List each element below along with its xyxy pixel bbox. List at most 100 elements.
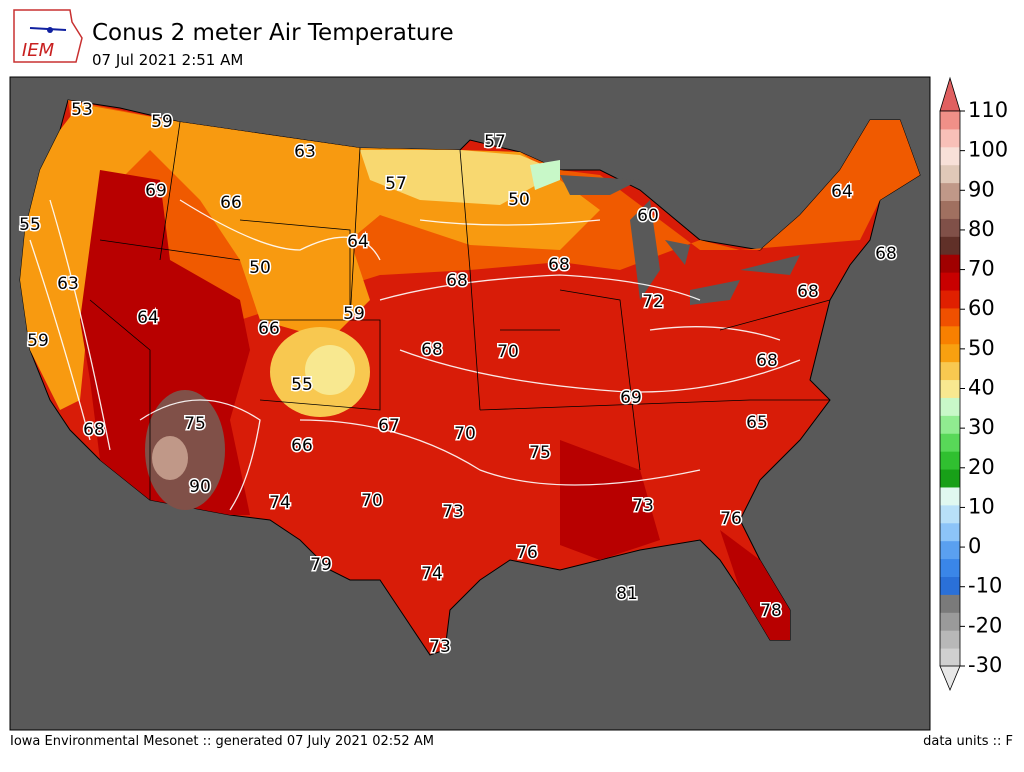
colorbar-bin [940,254,960,273]
contour-label: 67 [378,416,400,436]
colorbar-bin [940,272,960,291]
colorbar-tick-label: -30 [968,653,1002,677]
colorbar-extend [939,665,961,692]
colorbar-tick-label: 0 [968,534,981,558]
contour-label: 76 [720,509,742,529]
colorbar-bin [940,343,960,363]
contour-label: 70 [497,342,519,362]
colorbar-bin [940,558,960,577]
colorbar-bin [940,648,960,667]
contour-label: 66 [291,436,313,456]
colorbar-bin [940,469,960,488]
contour-label: 90 [189,477,211,497]
contour-label: 55 [291,375,313,395]
contour-label: 73 [429,637,451,657]
contour-label: 70 [361,491,383,511]
contour-label: 53 [71,100,93,120]
contour-label: 79 [310,555,332,575]
colorbar-bin [940,164,960,184]
contour-label: 57 [484,132,506,152]
colorbar-bin [940,200,960,219]
title: Conus 2 meter Air Temperature [92,20,454,46]
footer-right: data units :: F [923,734,1013,749]
colorbar-bin [940,540,960,560]
colorbar-tick-label: 80 [968,217,995,241]
contour-label: 73 [442,502,464,522]
contour-label: 69 [145,181,167,201]
contour-label: 81 [616,584,638,604]
colorbar: -30 -20 -10 0 10 20 30 40 50 60 70 80 90 100 110 [939,76,1008,692]
contour-label: 76 [516,543,538,563]
colorbar-tick-label: 40 [968,376,995,400]
contour-label: 68 [446,271,468,291]
contour-label: 50 [249,258,271,278]
colorbar-tick-label: 100 [968,138,1008,162]
contour-label: 74 [269,493,291,513]
colorbar-tick-label: 70 [968,257,995,281]
colorbar-bin [940,128,960,148]
colorbar-bin [940,522,960,542]
colorbar-tick-label: -20 [968,613,1002,637]
contour-label: 68 [83,420,105,440]
colorbar-bin [940,218,960,237]
subtitle: 07 Jul 2021 2:51 AM [92,51,243,69]
contour-labels: 53 59 63 57 57 69 66 50 60 64 55 64 50 68 68 63 68 72 68 64… [18,99,899,659]
contour-label: 59 [151,112,173,132]
map [9,76,931,731]
logo-text: IEM [22,40,55,61]
contour-label: 59 [343,304,365,324]
contour-label: 68 [548,255,570,275]
colorbar-tick-label: 90 [968,177,995,201]
colorbar-bin [940,486,960,506]
colorbar-tick-label: 20 [968,455,995,479]
contour-label: 68 [421,340,443,360]
contour-label: 64 [137,308,159,328]
colorbar-bin [940,361,960,381]
colorbar-bin [940,182,960,202]
contour-label: 59 [27,331,49,351]
colorbar-extend [939,76,961,112]
contour-label: 74 [421,564,443,584]
contour-label: 66 [220,193,242,213]
contour-label: 78 [760,601,782,621]
contour-label: 64 [347,232,369,252]
contour-label: 72 [642,292,664,312]
logo: IEM [13,9,83,63]
colorbar-bin [940,415,960,434]
colorbar-bin [940,612,960,631]
colorbar-tick-label: 10 [968,494,995,518]
colorbar-bin [940,325,960,345]
colorbar-bin [940,146,960,166]
contour-label: 73 [632,496,654,516]
contour-label: 66 [258,319,280,339]
colorbar-bin [940,111,960,130]
colorbar-tick-label: 30 [968,415,995,439]
contour-label: 75 [529,443,551,463]
colorbar-bin [940,433,960,452]
colorbar-bin [940,451,960,470]
colorbar-bin [940,504,960,524]
colorbar-bin [940,397,960,416]
contour-label: 63 [57,274,79,294]
contour-label: 68 [875,244,897,264]
colorbar-tick-label: 60 [968,296,995,320]
colorbar-bin [940,594,960,613]
colorbar-bin [940,379,960,398]
colorbar-tick-label: 50 [968,336,995,360]
contour-label: 68 [756,351,778,371]
contour-label: 69 [620,388,642,408]
colorbar-bin [940,576,960,595]
colorbar-bin [940,307,960,327]
footer-left: Iowa Environmental Mesonet :: generated … [10,734,434,749]
colorbar-tick-label: -10 [968,574,1002,598]
contour-label: 63 [294,142,316,162]
colorbar-bin [940,290,960,309]
contour-label: 75 [184,414,206,434]
contour-label: 64 [831,182,853,202]
contour-label: 65 [746,413,768,433]
contour-label: 57 [385,174,407,194]
contour-label: 70 [454,424,476,444]
colorbar-bin [940,236,960,255]
colorbar-tick-label: 110 [968,98,1008,122]
